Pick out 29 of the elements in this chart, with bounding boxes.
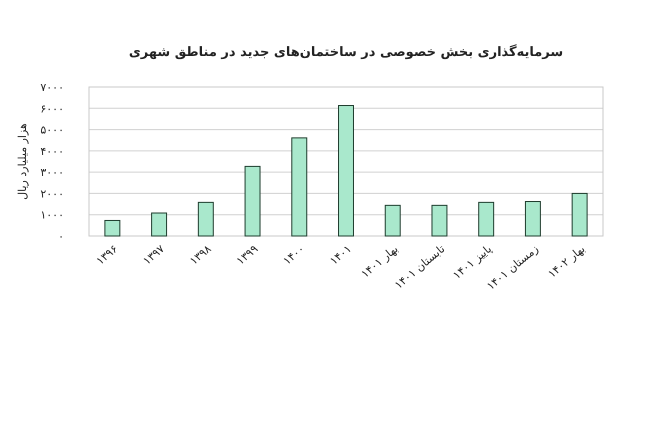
bar [151,212,168,236]
bar [384,204,401,236]
y-tick-label: ۵۰۰۰ [40,124,64,137]
x-tick-label: بهار ۱۴۰۲ [546,242,588,281]
x-tick-label: ۱۴۰۰ [280,242,308,268]
bar [431,204,448,236]
x-tick-label: ۱۳۹۹ [234,242,261,268]
x-tick-label: ۱۳۹۸ [187,242,214,268]
x-tick-label: ۱۳۹۶ [94,242,120,268]
bar [572,192,588,236]
bar [291,137,308,236]
bar [104,220,120,236]
y-tick-label: ۱۰۰۰ [40,208,64,222]
bar [198,202,214,236]
bar [524,201,541,236]
x-tick-label: بهار ۱۴۰۱ [358,242,401,281]
x-tick-label: ۱۴۰۱ [327,242,354,268]
y-tick-label: ۶۰۰۰ [40,102,64,116]
bar [244,166,261,236]
y-tick-label: ۷۰۰۰ [40,81,64,94]
y-tick-label: ۴۰۰۰ [40,144,64,158]
y-tick-label: ۲۰۰۰ [40,187,64,200]
chart-title: سرمایه‌گذاری بخش خصوصی در ساختمان‌های جدید در مناطق شهری [128,44,564,60]
bar [338,105,354,236]
y-tick-label: ۳۰۰۰ [40,166,64,180]
y-tick-label: ۰ [58,230,64,243]
y-axis-title: هزار میلیارد ریال [16,122,29,200]
x-tick-label: ۱۳۹۷ [140,242,168,268]
bar [478,202,494,236]
